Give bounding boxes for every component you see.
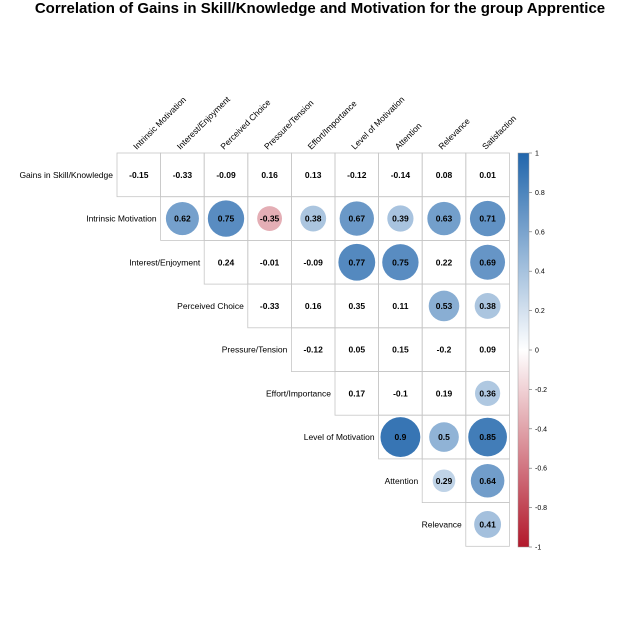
legend-tick-label: 0.6: [535, 229, 545, 236]
correlation-value: 0.08: [436, 170, 453, 180]
correlation-value: -0.09: [304, 257, 324, 267]
correlation-value: 0.36: [479, 388, 496, 398]
correlation-value: 0.64: [479, 476, 496, 486]
correlation-value: -0.15: [129, 170, 149, 180]
column-label: Relevance: [436, 116, 472, 152]
correlation-value: 0.13: [305, 170, 322, 180]
correlation-circle: [432, 469, 456, 493]
legend-tick-label: -0.2: [535, 387, 547, 394]
legend-tick-label: 0.4: [535, 269, 545, 276]
legend-tick-label: -0.6: [535, 466, 547, 473]
column-label: Attention: [393, 120, 424, 151]
correlation-value: 0.71: [479, 214, 496, 224]
matrix-marks: -0.15 -0.33 -0.09 0.16 0.13 -0.12 -0.14 0.08 0.0…: [129, 170, 507, 538]
correlation-value: -0.14: [391, 170, 411, 180]
correlation-circle: [339, 201, 374, 236]
correlation-value: 0.67: [349, 214, 366, 224]
correlation-circle: [474, 293, 501, 319]
correlation-value: -0.33: [260, 301, 280, 311]
correlation-circle: [207, 200, 245, 237]
correlation-value: 0.09: [479, 345, 496, 355]
correlation-value: 0.53: [436, 301, 453, 311]
row-label: Pressure/Tension: [222, 345, 288, 355]
legend-tick-label: -0.4: [535, 426, 547, 433]
chart-title: Correlation of Gains in Skill/Knowledge …: [35, 0, 605, 17]
correlation-value: -0.33: [173, 170, 193, 180]
legend-tick-label: 0.8: [535, 190, 545, 197]
correlation-value: 0.15: [392, 345, 409, 355]
correlation-value: 0.05: [349, 345, 366, 355]
row-label: Attention: [385, 476, 419, 486]
correlation-circle: [470, 244, 506, 280]
correlation-value: 0.5: [438, 432, 450, 442]
correlation-value: 0.9: [394, 432, 406, 442]
correlation-value: -0.12: [347, 170, 367, 180]
correlation-value: 0.39: [392, 214, 409, 224]
correlation-value: -0.1: [393, 388, 408, 398]
color-legend: 1 0.8 0.6 0.4 0.2 0 -0.2 -0.4 -0.6 -0.8 -1: [517, 151, 547, 552]
row-label: Relevance: [422, 519, 462, 529]
correlation-value: 0.11: [392, 301, 408, 311]
correlation-circle: [469, 200, 506, 237]
legend-tick-label: -1: [535, 545, 541, 552]
legend-colorbar: [517, 152, 530, 548]
correlation-value: 0.62: [174, 214, 191, 224]
correlation-circle: [380, 417, 421, 457]
correlation-value: 0.35: [349, 301, 366, 311]
correlation-value: 0.19: [436, 388, 453, 398]
correlation-value: 0.38: [305, 214, 322, 224]
correlation-circle: [300, 205, 327, 232]
row-label: Intrinsic Motivation: [86, 214, 157, 224]
correlation-value: -0.35: [260, 214, 280, 224]
correlation-value: 0.17: [349, 388, 366, 398]
correlation-value: 0.22: [436, 257, 453, 267]
correlation-value: 0.77: [349, 257, 366, 267]
correlation-value: 0.63: [436, 214, 453, 224]
correlation-value: -0.12: [304, 345, 324, 355]
correlation-circle: [382, 244, 419, 281]
correlation-value: 0.24: [218, 257, 235, 267]
row-label: Level of Motivation: [304, 432, 375, 442]
correlation-circle: [165, 202, 199, 236]
column-label: Satisfaction: [480, 113, 518, 151]
correlation-circle: [257, 206, 283, 231]
correlation-circle: [428, 290, 460, 322]
correlation-value: 0.69: [479, 257, 496, 267]
legend-tick-label: 0.2: [535, 308, 545, 315]
legend-tick-label: 0: [535, 348, 539, 355]
row-label: Gains in Skill/Knowledge: [19, 170, 113, 180]
row-label: Effort/Importance: [266, 388, 331, 398]
matrix-grid: [116, 152, 510, 547]
correlation-circle: [475, 380, 501, 406]
matrix-cell: [465, 502, 510, 547]
correlation-circle: [470, 463, 505, 498]
row-label: Interest/Enjoyment: [129, 257, 201, 267]
correlation-circle: [468, 417, 507, 457]
correlation-value: -0.09: [216, 170, 236, 180]
correlation-value: 0.75: [392, 257, 409, 267]
correlation-value: 0.01: [479, 170, 496, 180]
correlation-value: -0.01: [260, 257, 280, 267]
correlation-value: 0.41: [479, 519, 496, 529]
correlation-value: 0.16: [305, 301, 322, 311]
correlation-circle: [338, 243, 376, 281]
legend-tick-label: -0.8: [535, 505, 547, 512]
correlation-circle: [427, 201, 461, 236]
correlation-value: -0.2: [437, 345, 452, 355]
correlation-value: 0.29: [436, 476, 453, 486]
correlation-circle: [429, 422, 459, 452]
correlation-value: 0.85: [479, 432, 496, 442]
correlation-value: 0.16: [261, 170, 278, 180]
row-label: Perceived Choice: [177, 301, 244, 311]
correlation-circle: [474, 511, 502, 538]
correlation-value: 0.75: [218, 214, 235, 224]
correlation-circle: [387, 205, 414, 232]
correlation-value: 0.38: [479, 301, 496, 311]
legend-tick-label: 1: [535, 151, 539, 158]
